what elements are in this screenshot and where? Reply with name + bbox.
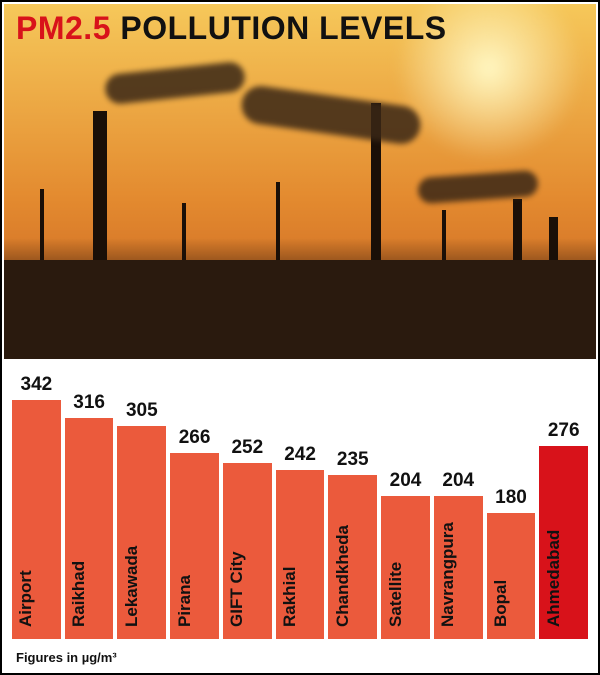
title-part-2: POLLUTION LEVELS [120,10,446,46]
bar-value: 305 [117,400,166,422]
bar-category-label: Rakhial [280,567,300,627]
title-part-1: PM2.5 [16,10,111,46]
bar-value: 235 [328,449,377,471]
bar-column: 242 Rakhial [276,362,325,639]
bar-column: 180 Bopal [487,362,536,639]
bar-value: 242 [276,444,325,466]
bar-category-label: Satellite [386,562,406,627]
bar-value: 266 [170,427,219,449]
bar-category-label: Chandkheda [333,525,353,627]
bar-column: 305 Lekawada [117,362,166,639]
bar-column: 235 Chandkheda [328,362,377,639]
bar-column: 276 Ahmedabad [539,362,588,639]
bar-category-label: Pirana [175,575,195,627]
bar-column: 266 Pirana [170,362,219,639]
bar-value: 276 [539,420,588,442]
bar-value: 316 [65,392,114,414]
bar-value: 342 [12,374,61,396]
hero-photo [4,4,596,359]
bar-category-label: Lekawada [122,546,142,627]
bar-chart: 342 Airport 316 Raikhad 305 Lekawada 266 Pirana… [12,362,588,639]
bar-column: 204 Satellite [381,362,430,639]
bar-column: 342 Airport [12,362,61,639]
bar-category-label: Bopal [491,580,511,627]
bar-category-label: Ahmedabad [544,530,564,627]
bar-value: 180 [487,487,536,509]
infographic-frame: PM2.5 POLLUTION LEVELS 342 Airport 316 Raik… [0,0,600,675]
bar-group: 342 Airport 316 Raikhad 305 Lekawada 266 Pirana… [12,362,588,639]
ground [4,260,596,359]
bar-value: 204 [381,470,430,492]
bar-value: 204 [434,470,483,492]
bar-category-label: Airport [16,570,36,627]
bar-value: 252 [223,437,272,459]
bar-column: 204 Navrangpura [434,362,483,639]
bar-column: 316 Raikhad [65,362,114,639]
footer-note: Figures in µg/m³ [16,650,117,665]
bar-category-label: GIFT City [227,551,247,627]
chart-title: PM2.5 POLLUTION LEVELS [16,10,447,47]
bar-category-label: Raikhad [69,561,89,627]
bar-column: 252 GIFT City [223,362,272,639]
bar-category-label: Navrangpura [438,522,458,627]
